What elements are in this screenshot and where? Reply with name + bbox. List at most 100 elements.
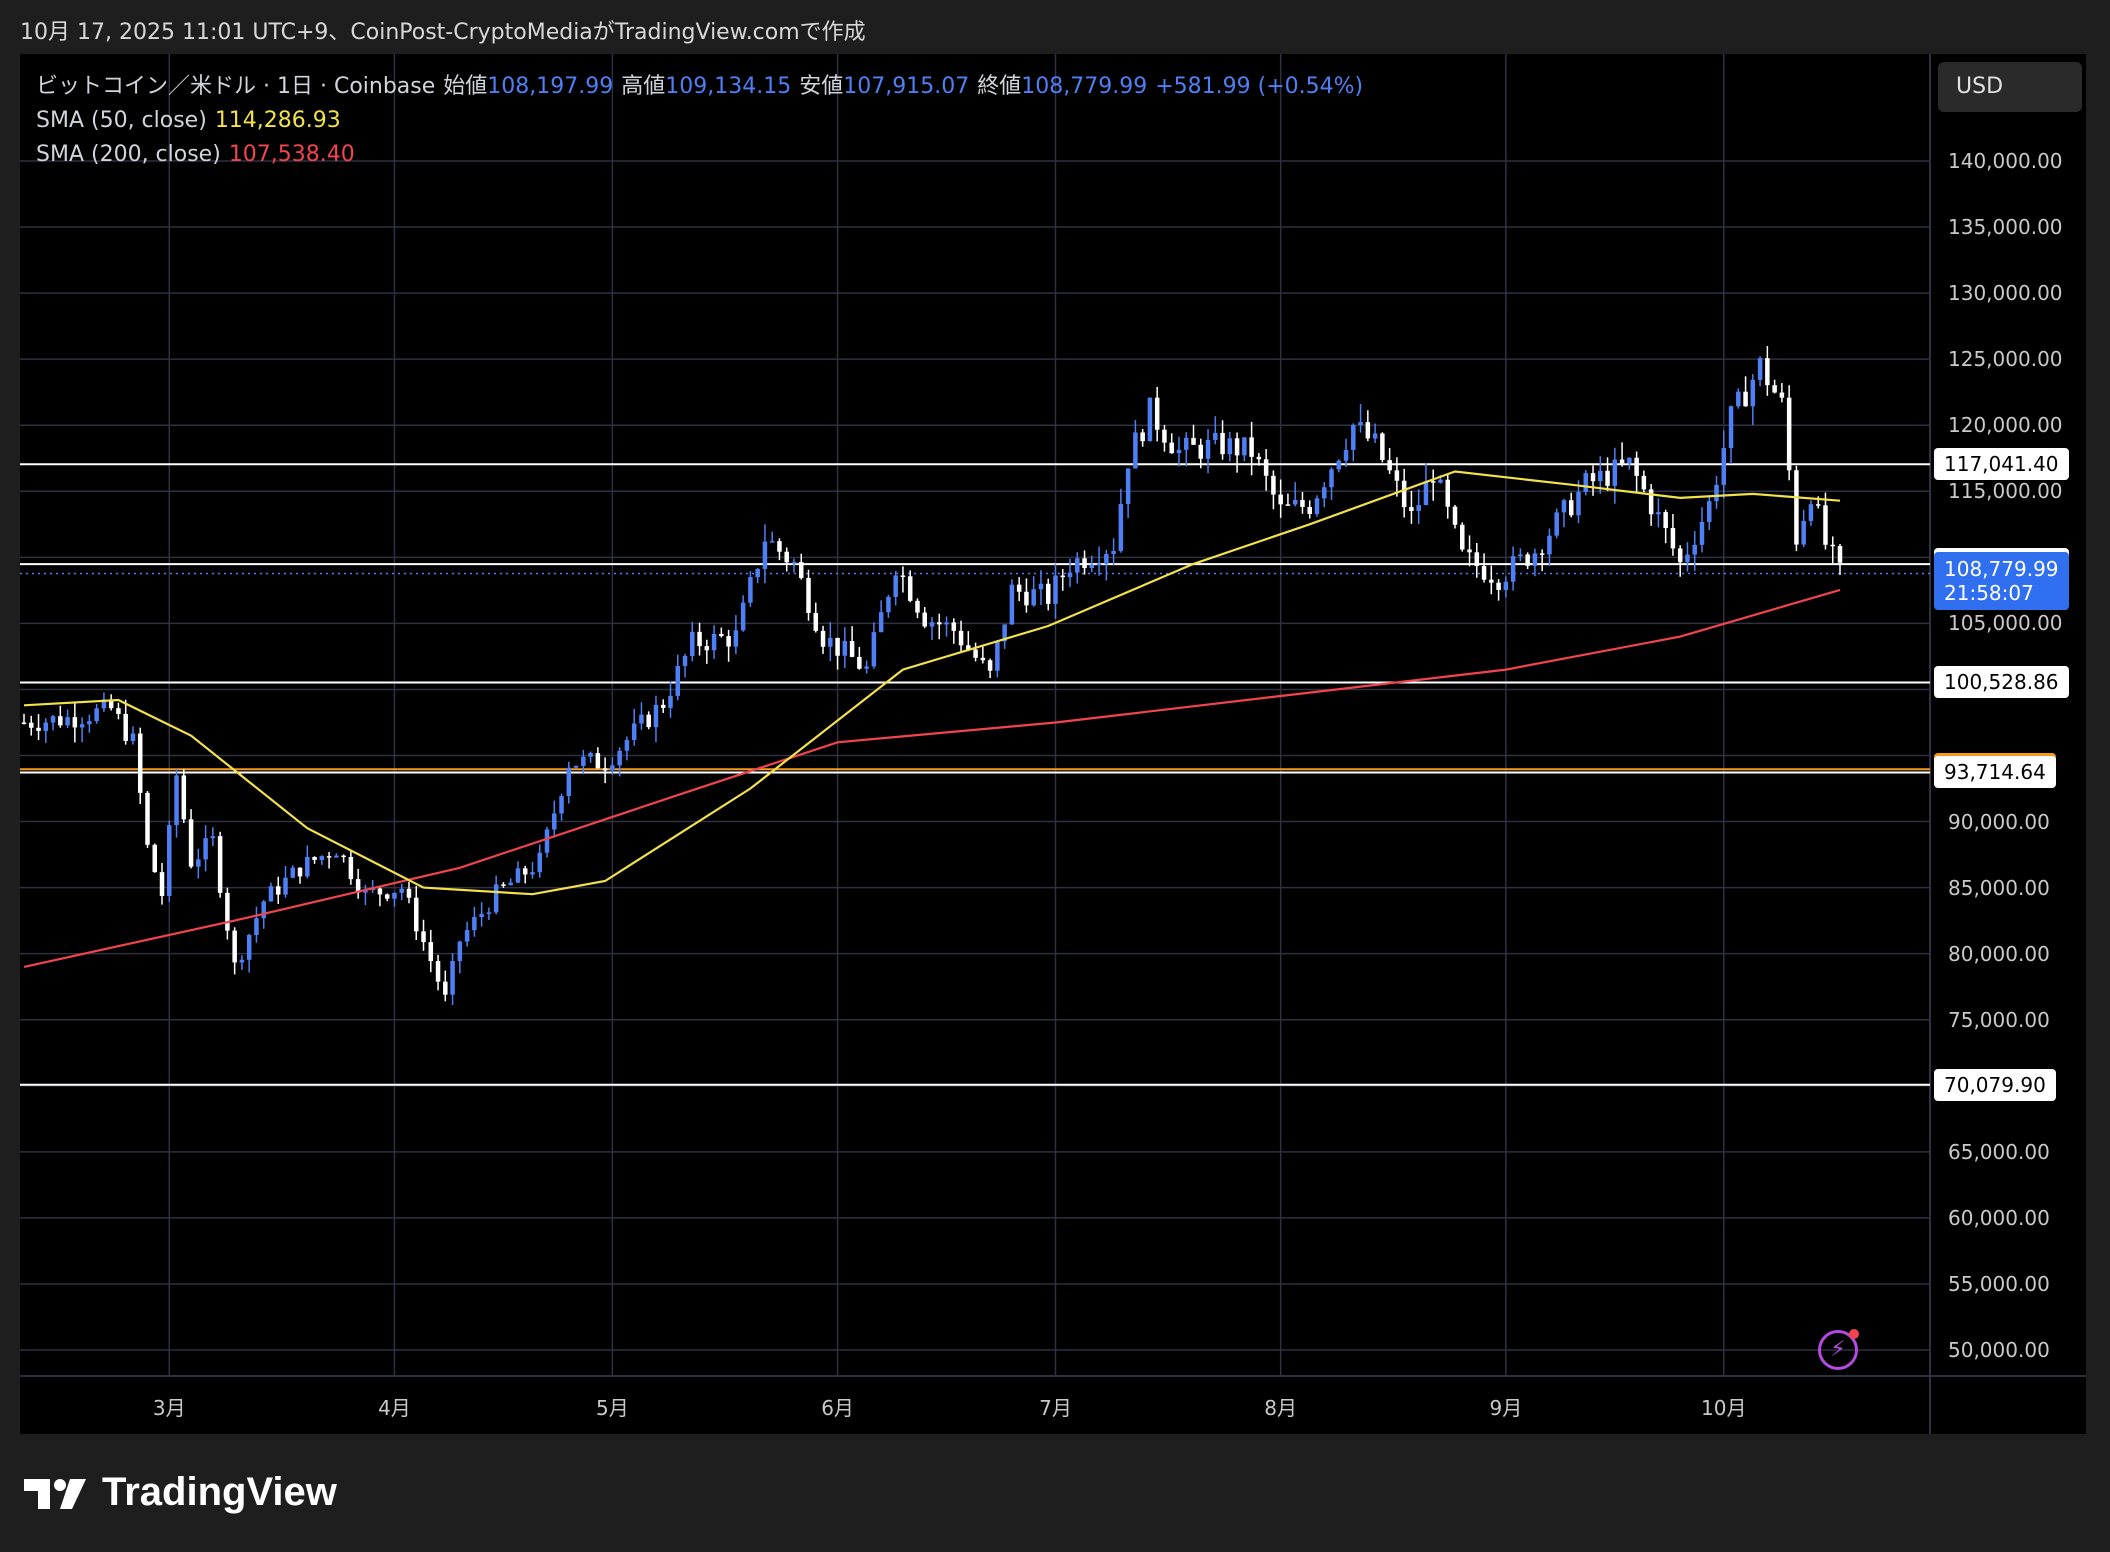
candle-body xyxy=(1285,504,1291,506)
candle-body xyxy=(203,838,208,860)
candle-body xyxy=(1038,583,1044,590)
candle-body xyxy=(101,699,107,709)
candle-body xyxy=(1554,512,1559,536)
candle-body xyxy=(682,655,688,666)
candle-body xyxy=(108,699,114,709)
candle-body xyxy=(1271,475,1276,495)
candle-body xyxy=(65,717,70,726)
candle-body xyxy=(1147,397,1153,442)
notification-dot xyxy=(1849,1329,1859,1339)
candle-body xyxy=(1808,504,1814,521)
candle-body xyxy=(813,612,819,631)
candle-body xyxy=(457,941,463,962)
x-axis-tick-label: 6月 xyxy=(821,1396,854,1420)
candle-body xyxy=(1474,552,1480,567)
candle-body xyxy=(1343,449,1349,461)
candle-body xyxy=(951,622,957,631)
candle-body xyxy=(1394,470,1400,481)
currency-button[interactable]: USD xyxy=(1938,62,2082,112)
candle-body xyxy=(552,813,557,830)
candle-body xyxy=(915,600,920,613)
y-axis-tick-label: 50,000.00 xyxy=(1948,1338,2050,1362)
candle-body xyxy=(1598,470,1603,482)
candle-body xyxy=(239,959,245,963)
candle-body xyxy=(711,633,717,651)
candle-body xyxy=(886,596,891,613)
candle-body xyxy=(1736,391,1741,407)
y-axis-tick-label: 115,000.00 xyxy=(1948,479,2063,504)
candle-body xyxy=(1380,433,1385,461)
candle-body xyxy=(1656,512,1661,515)
sma50-line xyxy=(23,470,1841,896)
candle-body xyxy=(94,708,99,722)
y-axis-tick-label: 125,000.00 xyxy=(1948,347,2063,372)
candle-body xyxy=(486,912,492,914)
candle-body xyxy=(1104,554,1109,564)
candle-body xyxy=(537,852,542,873)
candle-body xyxy=(1757,358,1763,380)
candle-countdown: 21:58:07 xyxy=(1944,581,2034,606)
candle-body xyxy=(980,657,986,661)
candle-body xyxy=(428,942,434,962)
candle-body xyxy=(196,859,201,867)
candle-body xyxy=(602,768,608,771)
candle-body xyxy=(1772,385,1777,393)
candle-body xyxy=(1823,505,1828,545)
candle-body xyxy=(995,641,1000,671)
candle-body xyxy=(1547,535,1552,555)
symbol-label[interactable]: ビットコイン／米ドル · 1日 · Coinbase xyxy=(36,74,436,99)
x-axis-tick-label: 8月 xyxy=(1264,1396,1298,1420)
candle-body xyxy=(1067,572,1073,578)
candle-body xyxy=(806,577,811,613)
chart-frame[interactable] xyxy=(20,54,2086,1434)
candle-body xyxy=(1358,422,1363,425)
candle-body xyxy=(348,856,354,880)
candle-body xyxy=(1329,469,1334,488)
price-level-tag: 70,079.90 xyxy=(1934,1068,2056,1101)
y-axis-tick-label: 60,000.00 xyxy=(1948,1205,2050,1230)
candle-body xyxy=(1510,556,1516,582)
candle-body xyxy=(1133,432,1138,469)
price-level-tag: 117,041.40 xyxy=(1934,448,2069,481)
candle-body xyxy=(1670,528,1676,549)
sma50-value: 114,286.93 xyxy=(214,108,341,133)
sma50-label[interactable]: SMA (50, close) xyxy=(36,108,207,133)
candle-body xyxy=(377,888,383,895)
candle-body xyxy=(835,637,840,656)
candle-body xyxy=(973,649,978,658)
candle-body xyxy=(1452,506,1458,525)
candle-body xyxy=(1438,479,1443,483)
candle-body xyxy=(283,877,288,895)
candle-body xyxy=(1706,501,1712,522)
candle-body xyxy=(566,767,572,797)
y-axis-tick-label: 85,000.00 xyxy=(1948,875,2050,900)
candle-body xyxy=(1728,406,1734,449)
candle-body xyxy=(1525,554,1530,566)
candle-body xyxy=(1372,433,1378,439)
sma200-label[interactable]: SMA (200, close) xyxy=(36,142,221,167)
candle-body xyxy=(130,733,136,741)
candle-body xyxy=(820,630,826,647)
alert-bolt-icon[interactable]: ⚡ xyxy=(1818,1329,1859,1370)
candle-body xyxy=(1605,470,1610,486)
candle-body xyxy=(1031,589,1036,606)
candle-body xyxy=(305,857,310,877)
x-axis-tick-label: 3月 xyxy=(152,1396,186,1420)
candle-body xyxy=(1416,505,1421,511)
candle-body xyxy=(1481,566,1487,580)
tradingview-logo[interactable]: TradingView xyxy=(24,1470,337,1515)
candle-body xyxy=(1365,422,1371,439)
candle-body xyxy=(1307,506,1312,515)
candle-body xyxy=(210,836,216,839)
candle-body xyxy=(1743,391,1748,407)
candlestick-chart[interactable] xyxy=(20,54,2086,1434)
candle-body xyxy=(1249,437,1254,457)
candle-body xyxy=(290,867,296,878)
y-axis-tick-label: 65,000.00 xyxy=(1948,1139,2050,1164)
candle-body xyxy=(1060,575,1066,578)
candle-body xyxy=(1154,397,1160,430)
candle-body xyxy=(1089,564,1095,569)
candle-body xyxy=(167,825,172,896)
y-axis-tick-label: 80,000.00 xyxy=(1948,941,2050,966)
candle-body xyxy=(595,753,601,769)
